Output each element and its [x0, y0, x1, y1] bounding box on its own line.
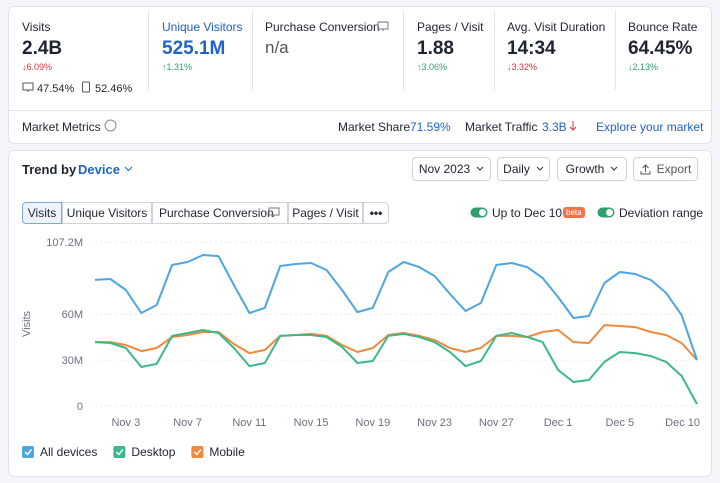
x-tick-label: Nov 7	[173, 417, 202, 429]
legend-checkbox	[191, 446, 204, 458]
x-tick-label: Nov 3	[111, 417, 140, 429]
series-line	[95, 324, 698, 361]
export-icon	[640, 163, 651, 174]
x-tick-label: Nov 19	[355, 417, 390, 429]
desktop-icon	[377, 21, 389, 31]
y-tick-label: 107.2M	[46, 237, 83, 249]
mobile-share: 52.46%	[95, 83, 133, 95]
market-label: Market Metrics	[22, 120, 101, 134]
legend-check	[115, 449, 124, 456]
chevron	[610, 166, 618, 171]
desktop-icon	[268, 207, 280, 217]
metric-label: Bounce Rate	[628, 20, 698, 34]
mobile-icon	[82, 81, 90, 93]
market-traffic-label: Market Traffic	[465, 120, 538, 134]
interval-select[interactable]: Daily	[497, 157, 550, 181]
beta-badge: beta	[563, 207, 585, 218]
metric-change: ↑1.31%	[162, 62, 193, 72]
explore-link[interactable]: Explore your market	[596, 120, 704, 134]
metric-value: 64.45%	[628, 38, 693, 59]
legend-label: Mobile	[209, 445, 245, 459]
toggle-label: Up to Dec 10	[492, 206, 563, 220]
metric-label: Unique Visitors	[162, 20, 243, 34]
period: Nov 2023	[418, 162, 471, 176]
y-tick-label: 0	[77, 401, 83, 413]
divider	[252, 10, 253, 90]
divider	[615, 10, 616, 90]
down-arrow	[569, 121, 577, 131]
metric-value: n/a	[265, 38, 289, 57]
tab[interactable]: Unique Visitors	[62, 202, 152, 224]
tab[interactable]: Pages / Visit	[288, 202, 363, 224]
legend-checkbox	[22, 446, 34, 458]
export-button[interactable]: Export	[633, 157, 698, 181]
metric-label: Purchase Conversion	[265, 20, 380, 34]
divider	[494, 10, 495, 90]
tab[interactable]: Visits	[22, 202, 62, 224]
metric-label: Visits	[22, 20, 51, 34]
series-line	[94, 254, 698, 361]
metric-value: 1.88	[417, 38, 454, 59]
divider	[403, 10, 404, 90]
market-share-label: Market Share	[338, 120, 411, 134]
metric-value: 14:34	[507, 38, 556, 59]
y-axis-label: Visits	[21, 310, 33, 337]
mode-select[interactable]: Growth	[557, 157, 627, 181]
segment-select[interactable]: Device	[78, 162, 120, 177]
desktop-icon	[22, 82, 34, 92]
desktop-share: 47.54%	[37, 83, 75, 95]
trend-title: Trend by	[22, 162, 77, 177]
y-tick-label: 30M	[62, 355, 83, 367]
divider	[8, 110, 712, 111]
period-select[interactable]: Nov 2023	[412, 157, 491, 181]
market-share: 71.59%	[410, 120, 451, 134]
info-icon	[104, 119, 117, 132]
x-tick-label: Dec 10	[665, 417, 700, 429]
x-tick-label: Dec 1	[544, 417, 573, 429]
toggle-label: Deviation range	[619, 206, 704, 220]
legend-check	[24, 449, 33, 456]
series-line	[94, 329, 698, 405]
tab[interactable]: Purchase Conversion	[152, 202, 288, 224]
toggle[interactable]	[597, 207, 615, 218]
interval: Daily	[503, 162, 530, 176]
metric-change: ↓3.32%	[507, 62, 538, 72]
metric-value: 525.1M	[162, 38, 226, 59]
x-tick-label: Dec 5	[605, 417, 634, 429]
x-tick-label: Nov 15	[294, 417, 329, 429]
x-tick-label: Nov 23	[417, 417, 452, 429]
metric-label: Avg. Visit Duration	[507, 20, 606, 34]
divider	[148, 10, 149, 90]
metric-change: ↑3.06%	[417, 62, 448, 72]
more-tab[interactable]: •••	[363, 202, 389, 224]
market-traffic: 3.3B	[542, 120, 567, 134]
metric-change: ↓6.09%	[22, 62, 53, 72]
x-tick-label: Nov 27	[479, 417, 514, 429]
metric-label: Pages / Visit	[417, 20, 484, 34]
chevron	[476, 166, 484, 171]
chevron	[124, 166, 133, 172]
legend-label: Desktop	[131, 445, 175, 459]
chevron	[536, 166, 544, 171]
metrics-panel	[8, 6, 712, 144]
export-label: Export	[656, 162, 692, 176]
metric-value: 2.4B	[22, 38, 63, 59]
mode: Growth	[565, 162, 605, 176]
toggle[interactable]	[470, 207, 488, 218]
legend-label: All devices	[40, 445, 97, 459]
legend-check	[193, 449, 202, 456]
chart: Visits 0 30M 60M 107.2M Nov 3 Nov 7 Nov 11 Nov 1…	[21, 237, 700, 459]
metric-change: ↓2.13%	[628, 62, 659, 72]
legend-checkbox	[113, 446, 126, 458]
y-tick-label: 60M	[62, 309, 83, 321]
x-tick-label: Nov 11	[232, 417, 266, 429]
